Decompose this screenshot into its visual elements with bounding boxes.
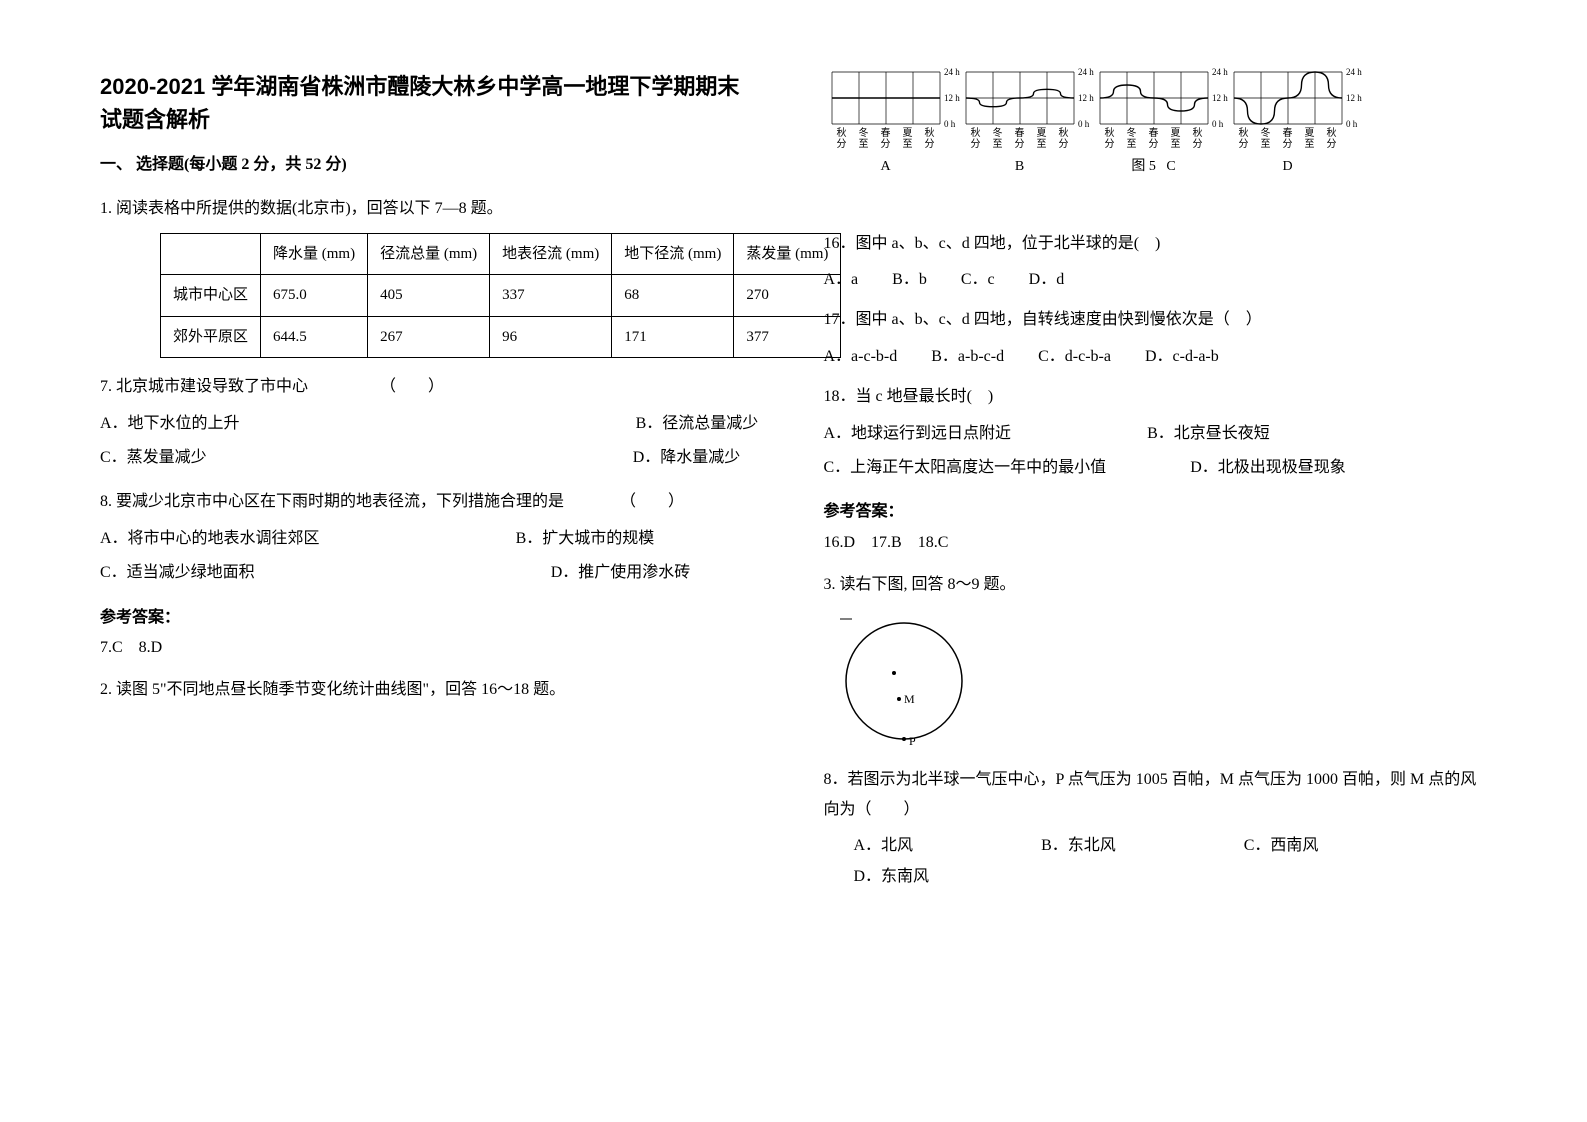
cell: 644.5	[261, 316, 368, 358]
svg-text:24 h: 24 h	[944, 67, 960, 77]
col-runoff: 径流总量 (mm)	[368, 233, 490, 275]
opt: B．b	[892, 265, 927, 295]
opt: A．地下水位的上升 B．径流总量减少	[100, 409, 792, 439]
svg-text:24 h: 24 h	[1346, 67, 1362, 77]
svg-text:0 h: 0 h	[1212, 119, 1224, 129]
pressure-circle-figure: M P	[834, 611, 1478, 751]
answer-label-2: 参考答案：	[824, 497, 1478, 527]
answer-7-8: 7.C 8.D	[100, 633, 754, 663]
opt: A．a	[824, 265, 859, 295]
beijing-precip-table: 降水量 (mm) 径流总量 (mm) 地表径流 (mm) 地下径流 (mm) 蒸…	[160, 233, 841, 359]
q7-options: A．地下水位的上升 B．径流总量减少 C．蒸发量减少 D．降水量减少	[100, 409, 754, 478]
cell: 城市中心区	[161, 275, 261, 317]
svg-text:12 h: 12 h	[1078, 93, 1094, 103]
cell: 郊外平原区	[161, 316, 261, 358]
opt: A．a-c-b-d	[824, 342, 898, 372]
page: 2020-2021 学年湖南省株洲市醴陵大林乡中学高一地理下学期期末试题含解析 …	[0, 0, 1587, 1122]
q2-intro: 2. 读图 5"不同地点昼长随季节变化统计曲线图"，回答 16～18 题。	[100, 675, 754, 705]
chart-label: B	[964, 154, 1076, 181]
q8: 8. 要减少北京市中心区在下雨时期的地表径流，下列措施合理的是 （ ）	[100, 487, 754, 517]
col-ground: 地下径流 (mm)	[612, 233, 734, 275]
opt: C．上海正午太阳高度达一年中的最小值 D．北极出现极昼现象	[824, 453, 1444, 483]
svg-text:12 h: 12 h	[944, 93, 960, 103]
svg-text:0 h: 0 h	[1346, 119, 1358, 129]
cell: 337	[490, 275, 612, 317]
q8-options: A．将市中心的地表水调往郊区 B．扩大城市的规模 C．适当减少绿地面积 D．推广…	[100, 524, 754, 593]
opt: B．a-b-c-d	[931, 342, 1004, 372]
opt: A．地球运行到远日点附近 B．北京昼长夜短	[824, 419, 1444, 449]
col-precip: 降水量 (mm)	[261, 233, 368, 275]
table-header-row: 降水量 (mm) 径流总量 (mm) 地表径流 (mm) 地下径流 (mm) 蒸…	[161, 233, 841, 275]
svg-text:P: P	[909, 734, 916, 748]
opt: C．适当减少绿地面积 D．推广使用渗水砖	[100, 558, 724, 588]
cell: 171	[612, 316, 734, 358]
col-surface: 地表径流 (mm)	[490, 233, 612, 275]
svg-text:0 h: 0 h	[944, 119, 956, 129]
svg-text:M: M	[904, 692, 915, 706]
opt: B．东北风	[1041, 831, 1116, 861]
q16: 16．图中 a、b、c、d 四地，位于北半球的是( )	[824, 229, 1478, 259]
q3-intro: 3. 读右下图, 回答 8～9 题。	[824, 570, 1478, 600]
chart-label: A	[830, 154, 942, 181]
svg-text:0 h: 0 h	[1078, 119, 1090, 129]
cell: 267	[368, 316, 490, 358]
q7: 7. 北京城市建设导致了市中心 （ ）	[100, 372, 754, 402]
svg-text:24 h: 24 h	[1212, 67, 1228, 77]
page-title: 2020-2021 学年湖南省株洲市醴陵大林乡中学高一地理下学期期末试题含解析	[100, 70, 754, 136]
opt: D．d	[1029, 265, 1065, 295]
svg-text:12 h: 12 h	[1346, 93, 1362, 103]
cell: 68	[612, 275, 734, 317]
q17-options: A．a-c-b-d B．a-b-c-d C．d-c-b-a D．c-d-a-b	[824, 342, 1478, 372]
opt: C．西南风	[1244, 831, 1319, 861]
left-column: 2020-2021 学年湖南省株洲市醴陵大林乡中学高一地理下学期期末试题含解析 …	[100, 70, 754, 1062]
chart-d: 0 h12 h24 h秋分冬至春分夏至秋分	[1232, 70, 1344, 150]
table-row: 城市中心区 675.0 405 337 68 270	[161, 275, 841, 317]
chart-labels-row: A B 图 5 C D	[830, 154, 1478, 181]
opt: C．d-c-b-a	[1038, 342, 1111, 372]
opt: C．c	[961, 265, 995, 295]
q17: 17．图中 a、b、c、d 四地，自转线速度由快到慢依次是（ ）	[824, 305, 1478, 335]
chart-a: 0 h12 h24 h秋分冬至春分夏至秋分	[830, 70, 942, 150]
opt: A．将市中心的地表水调往郊区 B．扩大城市的规模	[100, 524, 724, 554]
opt: A．北风	[854, 831, 914, 861]
opt: D．c-d-a-b	[1145, 342, 1219, 372]
chart-label: D	[1232, 154, 1344, 181]
opt: D．东南风	[854, 862, 930, 892]
section-heading: 一、 选择题(每小题 2 分，共 52 分)	[100, 150, 754, 180]
cell: 405	[368, 275, 490, 317]
svg-text:12 h: 12 h	[1212, 93, 1228, 103]
q18-options: A．地球运行到远日点附近 B．北京昼长夜短 C．上海正午太阳高度达一年中的最小值…	[824, 419, 1478, 488]
col-blank	[161, 233, 261, 275]
svg-text:24 h: 24 h	[1078, 67, 1094, 77]
q8b-options: A．北风 B．东北风 C．西南风 D．东南风	[824, 831, 1478, 892]
chart-b: 0 h12 h24 h秋分冬至春分夏至秋分	[964, 70, 1076, 150]
right-column: 0 h12 h24 h秋分冬至春分夏至秋分 0 h12 h24 h秋分冬至春分夏…	[824, 70, 1478, 1062]
cell: 96	[490, 316, 612, 358]
daylength-charts: 0 h12 h24 h秋分冬至春分夏至秋分 0 h12 h24 h秋分冬至春分夏…	[830, 70, 1478, 150]
chart-label: 图 5 C	[1098, 154, 1210, 181]
q18: 18．当 c 地昼最长时( )	[824, 382, 1478, 412]
table-row: 郊外平原区 644.5 267 96 171 377	[161, 316, 841, 358]
q16-options: A．a B．b C．c D．d	[824, 265, 1478, 295]
q8b: 8．若图示为北半球一气压中心，P 点气压为 1005 百帕，M 点气压为 100…	[824, 765, 1478, 826]
answer-label-1: 参考答案：	[100, 603, 754, 633]
q1-intro: 1. 阅读表格中所提供的数据(北京市)，回答以下 7—8 题。	[100, 194, 754, 224]
answer-16-18: 16.D 17.B 18.C	[824, 528, 1478, 558]
chart-c: 0 h12 h24 h秋分冬至春分夏至秋分	[1098, 70, 1210, 150]
opt: C．蒸发量减少 D．降水量减少	[100, 443, 792, 473]
cell: 675.0	[261, 275, 368, 317]
